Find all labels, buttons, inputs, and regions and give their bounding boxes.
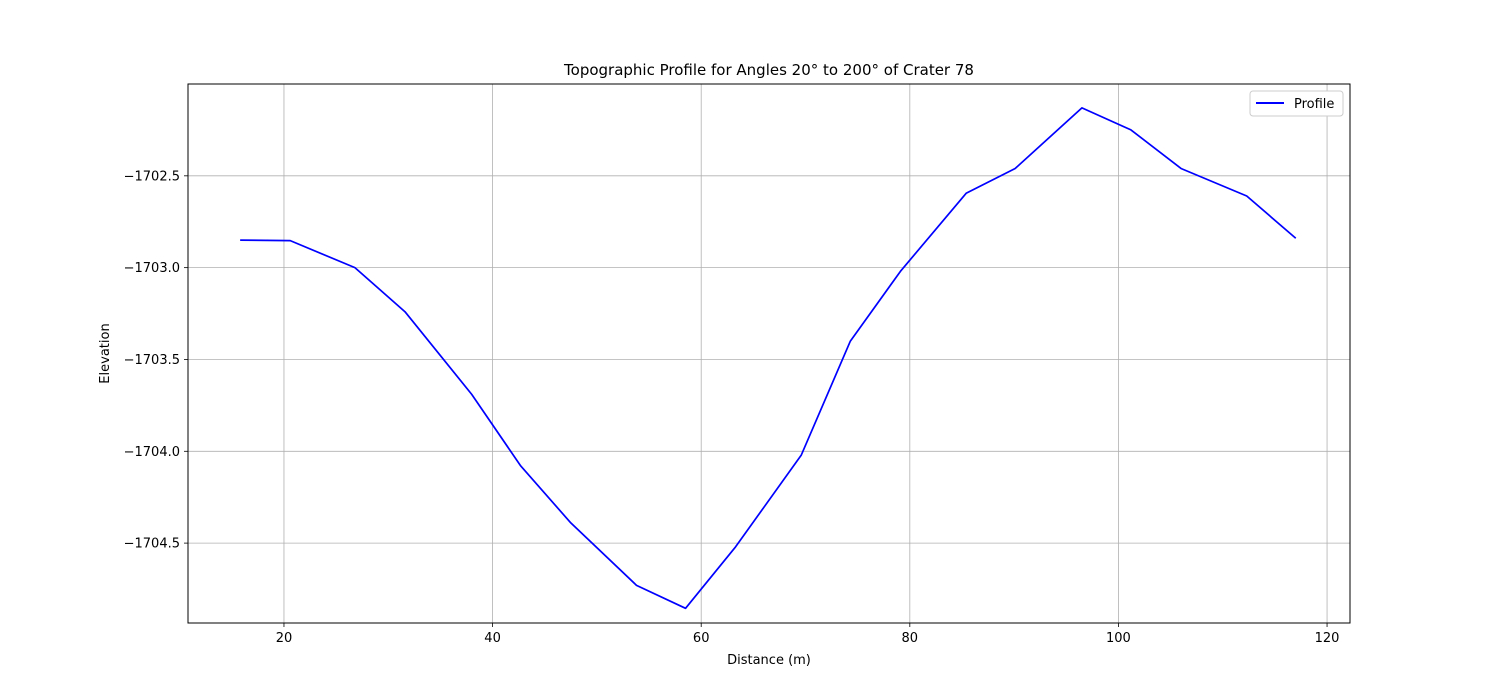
x-tick-label: 40 bbox=[484, 631, 501, 646]
x-tick-label: 100 bbox=[1106, 631, 1131, 646]
y-tick-label: −1704.5 bbox=[124, 537, 180, 552]
x-tick-label: 80 bbox=[902, 631, 919, 646]
x-axis-label: Distance (m) bbox=[727, 653, 811, 668]
x-tick-label: 20 bbox=[276, 631, 293, 646]
y-axis: −1704.5 −1704.0 −1703.5 −1703.0 −1702.5 bbox=[124, 169, 188, 552]
chart-title: Topographic Profile for Angles 20° to 20… bbox=[563, 61, 974, 79]
y-tick-label: −1703.0 bbox=[124, 261, 180, 276]
grid bbox=[188, 84, 1350, 623]
y-tick-label: −1704.0 bbox=[124, 445, 180, 460]
legend: Profile bbox=[1249, 90, 1344, 117]
y-tick-label: −1703.5 bbox=[124, 353, 180, 368]
series-line-profile bbox=[240, 107, 1297, 610]
series-layer bbox=[240, 107, 1297, 610]
plot-frame bbox=[187, 83, 1351, 624]
legend-box bbox=[1249, 90, 1344, 117]
y-tick-label: −1702.5 bbox=[124, 169, 180, 184]
legend-label-profile: Profile bbox=[1294, 97, 1334, 112]
x-tick-label: 60 bbox=[693, 631, 710, 646]
x-tick-label: 120 bbox=[1315, 631, 1340, 646]
y-axis-label: Elevation bbox=[98, 323, 113, 383]
x-axis: 20 40 60 80 100 120 bbox=[276, 623, 1340, 646]
